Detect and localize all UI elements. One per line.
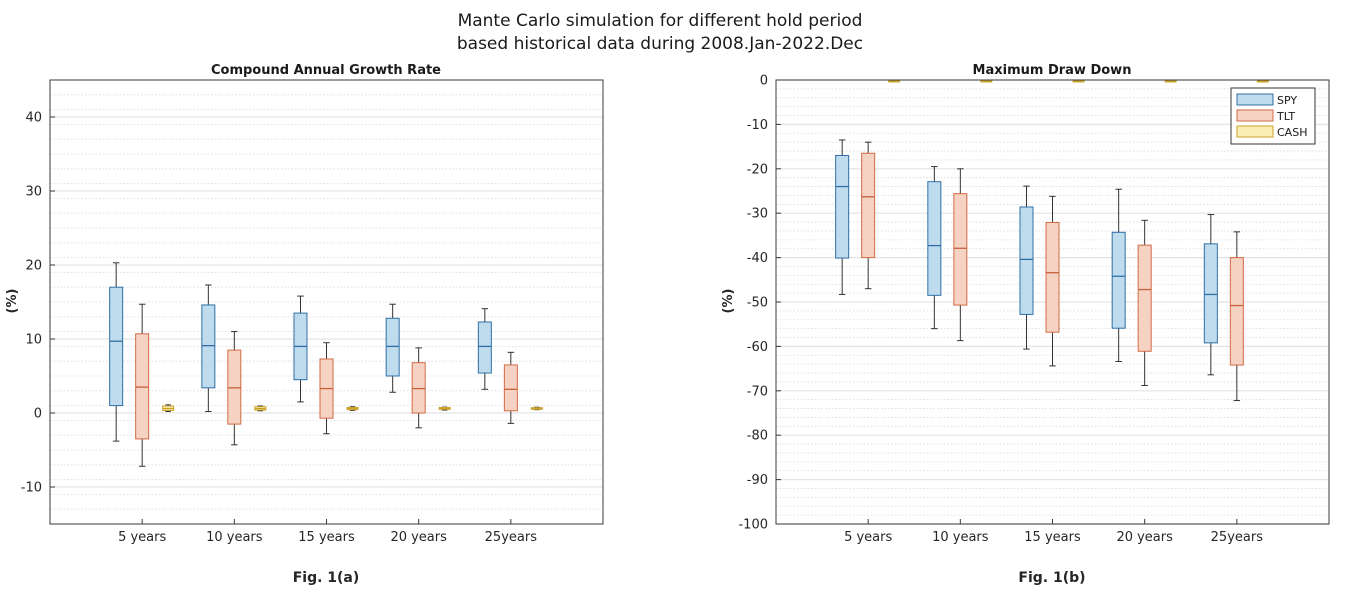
cagr-tlt-box-2-iqr: [227, 349, 242, 425]
drawdown-tlt-box-4: [1137, 219, 1152, 386]
cagr-figure-caption: Fig. 1(a): [293, 570, 360, 586]
drawdown-spy-box-1-iqr: [835, 154, 850, 259]
drawdown-tlt-box-3-iqr: [1045, 222, 1060, 333]
cagr-spy-box-1: [109, 262, 124, 442]
cagr-tlt-box-1-iqr: [135, 333, 150, 440]
drawdown-y-tick-label: -10: [747, 118, 768, 133]
cagr-panel: Compound Annual Growth Rate (%) Fig. 1(a…: [5, 63, 604, 586]
cagr-x-tick-label: 5 years: [118, 530, 166, 545]
drawdown-y-tick-label: -60: [747, 340, 768, 355]
cagr-tlt-box-4: [411, 347, 426, 429]
drawdown-y-tick-label: -70: [747, 384, 768, 399]
drawdown-x-tick-label: 5 years: [844, 530, 892, 545]
drawdown-y-tick-label: -90: [747, 473, 768, 488]
drawdown-spy-box-2-iqr: [927, 181, 942, 296]
figure-title-line-2: based historical data during 2008.Jan-20…: [457, 34, 863, 54]
cagr-x-tick-label: 25years: [485, 530, 538, 545]
cagr-cash-box-4: [438, 406, 451, 411]
figure-title-line-1: Mante Carlo simulation for different hol…: [458, 11, 863, 31]
drawdown-tlt-box-5-iqr: [1229, 257, 1244, 366]
cagr-spy-box-2: [201, 284, 216, 413]
drawdown-spy-box-3: [1019, 185, 1034, 350]
drawdown-spy-box-2: [927, 166, 942, 330]
drawdown-y-tick-label: -20: [747, 162, 768, 177]
drawdown-x-tick-label: 10 years: [932, 530, 989, 545]
drawdown-legend-label-cash: CASH: [1277, 126, 1307, 139]
cagr-y-tick-label: 20: [25, 259, 42, 274]
drawdown-y-tick-label: -100: [738, 518, 768, 533]
cagr-spy-box-4-iqr: [385, 317, 400, 377]
drawdown-figure-caption: Fig. 1(b): [1018, 570, 1085, 586]
cagr-panel-title: Compound Annual Growth Rate: [211, 63, 441, 78]
drawdown-axes-frame: [775, 79, 1330, 525]
cagr-axes-frame: [49, 79, 604, 525]
cagr-y-tick-label: 30: [25, 185, 42, 200]
drawdown-tlt-box-2-iqr: [953, 193, 968, 306]
cagr-y-axis-label: (%): [5, 289, 20, 314]
cagr-cash-box-5: [530, 406, 543, 411]
drawdown-y-tick-label: 0: [760, 74, 768, 89]
drawdown-spy-box-5-iqr: [1203, 243, 1218, 344]
cagr-x-tick-label: 10 years: [206, 530, 263, 545]
cagr-spy-box-5: [477, 308, 492, 390]
cagr-cash-box-1: [162, 404, 175, 413]
drawdown-tlt-box-5: [1229, 231, 1244, 402]
cagr-spy-box-3: [293, 295, 308, 403]
cagr-y-tick-label: 40: [25, 111, 42, 126]
cagr-cash-box-3: [346, 406, 359, 411]
drawdown-y-tick-label: -50: [747, 296, 768, 311]
drawdown-spy-box-4: [1111, 188, 1126, 362]
cagr-x-tick-label: 20 years: [390, 530, 447, 545]
cagr-y-tick-label: 10: [25, 333, 42, 348]
drawdown-y-tick-label: -40: [747, 251, 768, 266]
drawdown-legend-swatch-cash: [1236, 125, 1274, 138]
drawdown-tlt-box-1: [861, 141, 876, 290]
drawdown-tlt-box-3: [1045, 195, 1060, 367]
drawdown-tlt-box-2: [953, 168, 968, 342]
drawdown-panel: Maximum Draw Down (%) Fig. 1(b) -100-90-…: [721, 63, 1330, 586]
drawdown-panel-title: Maximum Draw Down: [973, 63, 1132, 78]
drawdown-spy-box-5: [1203, 214, 1218, 376]
cagr-spy-box-2-iqr: [201, 304, 216, 389]
cagr-tlt-box-4-iqr: [411, 362, 426, 414]
drawdown-spy-box-1: [835, 139, 850, 295]
drawdown-legend-label-spy: SPY: [1277, 94, 1297, 107]
drawdown-legend-label-tlt: TLT: [1276, 110, 1295, 123]
drawdown-legend-swatch-tlt: [1236, 109, 1274, 122]
drawdown-y-axis-label: (%): [721, 289, 736, 314]
cagr-tlt-box-1: [135, 303, 150, 467]
cagr-spy-box-1-iqr: [109, 286, 124, 407]
drawdown-x-tick-label: 25years: [1211, 530, 1264, 545]
drawdown-tlt-box-1-iqr: [861, 152, 876, 259]
cagr-tlt-box-5-iqr: [503, 364, 518, 412]
cagr-y-tick-label: 0: [34, 407, 42, 422]
drawdown-legend-swatch-spy: [1236, 93, 1274, 106]
drawdown-spy-box-4-iqr: [1111, 231, 1126, 329]
drawdown-x-tick-label: 20 years: [1116, 530, 1173, 545]
drawdown-x-tick-label: 15 years: [1024, 530, 1081, 545]
drawdown-spy-box-3-iqr: [1019, 206, 1034, 315]
cagr-tlt-box-2: [227, 331, 242, 446]
drawdown-legend: SPY TLT CASH: [1230, 87, 1316, 145]
cagr-tlt-box-5: [503, 351, 518, 424]
cagr-x-tick-label: 15 years: [298, 530, 355, 545]
drawdown-y-tick-label: -80: [747, 429, 768, 444]
cagr-y-tick-label: -10: [21, 481, 42, 496]
cagr-spy-box-5-iqr: [477, 321, 492, 374]
drawdown-tlt-box-4-iqr: [1137, 244, 1152, 352]
drawdown-y-tick-label: -30: [747, 207, 768, 222]
cagr-spy-box-4: [385, 303, 400, 393]
cagr-tlt-box-3: [319, 342, 334, 435]
cagr-cash-box-2: [254, 405, 267, 412]
